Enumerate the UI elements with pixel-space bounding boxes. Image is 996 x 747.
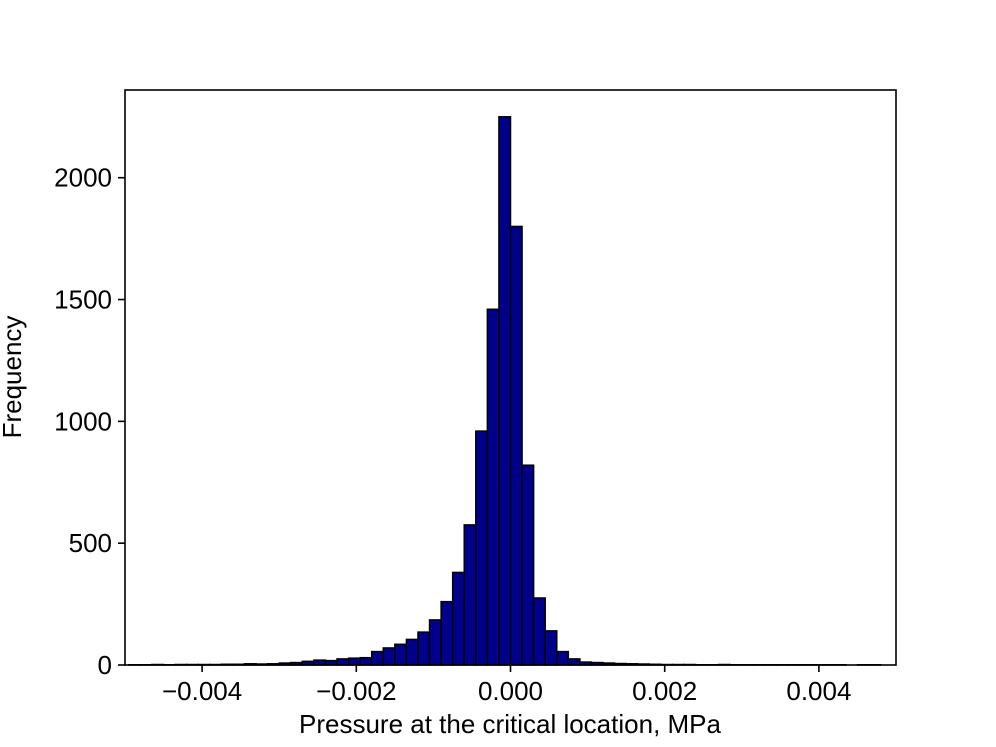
x-axis-label: Pressure at the critical location, MPa xyxy=(299,709,721,739)
bar xyxy=(532,597,546,666)
bar xyxy=(463,524,477,666)
y-tick-label: 2000 xyxy=(54,163,112,193)
bar xyxy=(521,464,535,666)
x-tick-label: 0.002 xyxy=(632,676,697,706)
bar xyxy=(556,650,570,666)
bar xyxy=(336,658,350,666)
x-tick-label: 0.004 xyxy=(786,676,851,706)
bar xyxy=(428,619,442,666)
bar xyxy=(498,116,512,666)
bar xyxy=(359,656,373,666)
x-tick-label: −0.004 xyxy=(162,676,242,706)
bar xyxy=(405,638,419,666)
x-tick-label: 0.000 xyxy=(478,676,543,706)
bar xyxy=(567,658,581,666)
bar xyxy=(440,600,454,666)
bar xyxy=(394,643,408,666)
bar xyxy=(347,657,361,666)
y-tick-label: 1500 xyxy=(54,285,112,315)
bar xyxy=(475,430,489,666)
y-tick-label: 0 xyxy=(98,650,112,680)
bar xyxy=(509,225,523,666)
bar xyxy=(544,630,558,666)
x-tick-label: −0.002 xyxy=(316,676,396,706)
bar xyxy=(370,650,385,666)
bar xyxy=(382,647,396,666)
bar xyxy=(486,308,500,666)
y-axis-label: Frequency xyxy=(0,316,27,439)
bar xyxy=(451,571,465,666)
y-tick-label: 1000 xyxy=(54,406,112,436)
bar xyxy=(417,631,431,666)
y-tick-label: 500 xyxy=(69,528,112,558)
